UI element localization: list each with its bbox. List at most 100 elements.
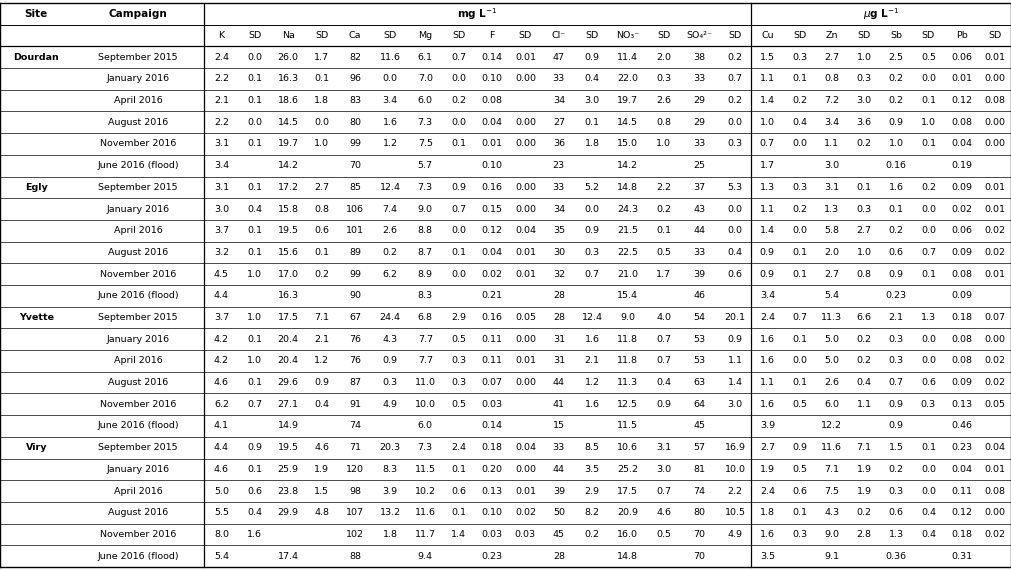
Text: 57: 57 <box>694 443 706 452</box>
Text: 2.1: 2.1 <box>584 356 600 365</box>
Text: 0.0: 0.0 <box>921 356 936 365</box>
Text: 96: 96 <box>349 75 361 83</box>
Text: 29.9: 29.9 <box>278 508 298 517</box>
Text: 0.01: 0.01 <box>985 205 1006 214</box>
Text: 0.1: 0.1 <box>792 508 807 517</box>
Text: 1.2: 1.2 <box>382 140 397 149</box>
Text: 0.10: 0.10 <box>481 161 502 170</box>
Text: 0.3: 0.3 <box>921 400 936 409</box>
Text: 44: 44 <box>553 465 565 474</box>
Text: 5.0: 5.0 <box>824 335 839 344</box>
Text: 1.0: 1.0 <box>856 53 871 62</box>
Text: 25.2: 25.2 <box>618 465 638 474</box>
Text: 14.5: 14.5 <box>278 118 298 127</box>
Text: 0.18: 0.18 <box>951 313 973 322</box>
Text: 0.2: 0.2 <box>856 140 871 149</box>
Text: 4.6: 4.6 <box>656 508 671 517</box>
Text: 0.4: 0.4 <box>248 205 262 214</box>
Text: 0.9: 0.9 <box>451 183 466 192</box>
Text: 7.2: 7.2 <box>824 96 839 105</box>
Text: 11.3: 11.3 <box>618 378 639 387</box>
Text: 2.0: 2.0 <box>656 53 671 62</box>
Text: 0.7: 0.7 <box>248 400 262 409</box>
Text: 39: 39 <box>694 270 706 279</box>
Text: 0.07: 0.07 <box>985 313 1006 322</box>
Text: 1.1: 1.1 <box>728 356 743 365</box>
Text: 31: 31 <box>553 356 565 365</box>
Text: 70: 70 <box>349 161 361 170</box>
Text: 0.4: 0.4 <box>728 248 743 257</box>
Text: 80: 80 <box>694 508 706 517</box>
Text: September 2015: September 2015 <box>98 443 178 452</box>
Text: 0.1: 0.1 <box>248 183 262 192</box>
Text: 7.3: 7.3 <box>418 443 433 452</box>
Text: 6.0: 6.0 <box>418 421 433 430</box>
Text: 2.7: 2.7 <box>824 53 839 62</box>
Text: 11.0: 11.0 <box>415 378 436 387</box>
Text: 0.5: 0.5 <box>921 53 936 62</box>
Text: 0.1: 0.1 <box>792 248 807 257</box>
Text: 0.05: 0.05 <box>515 313 536 322</box>
Text: Yvette: Yvette <box>19 313 54 322</box>
Text: 1.0: 1.0 <box>314 140 329 149</box>
Text: 44: 44 <box>553 378 565 387</box>
Text: 0.06: 0.06 <box>951 53 973 62</box>
Text: 0.7: 0.7 <box>656 335 671 344</box>
Text: 0.11: 0.11 <box>481 335 502 344</box>
Text: 0.2: 0.2 <box>656 205 671 214</box>
Text: 16.9: 16.9 <box>725 443 746 452</box>
Text: 8.3: 8.3 <box>418 291 433 300</box>
Text: 0.9: 0.9 <box>584 226 600 235</box>
Text: 0.08: 0.08 <box>985 96 1006 105</box>
Text: 14.9: 14.9 <box>278 421 298 430</box>
Text: 2.4: 2.4 <box>214 53 228 62</box>
Text: 0.02: 0.02 <box>985 530 1006 539</box>
Text: SD: SD <box>922 31 935 40</box>
Text: 6.2: 6.2 <box>214 400 228 409</box>
Text: 20.3: 20.3 <box>379 443 400 452</box>
Text: 9.0: 9.0 <box>418 205 433 214</box>
Text: 1.1: 1.1 <box>760 378 774 387</box>
Text: 4.9: 4.9 <box>382 400 397 409</box>
Text: 0.46: 0.46 <box>951 421 973 430</box>
Text: 0.15: 0.15 <box>481 205 502 214</box>
Text: 1.0: 1.0 <box>248 356 262 365</box>
Text: 1.7: 1.7 <box>314 53 329 62</box>
Text: 6.2: 6.2 <box>382 270 397 279</box>
Text: 35: 35 <box>553 226 565 235</box>
Text: 0.0: 0.0 <box>921 487 936 495</box>
Text: 99: 99 <box>349 270 361 279</box>
Text: 0.7: 0.7 <box>451 205 466 214</box>
Text: Mg: Mg <box>419 31 433 40</box>
Text: 24.4: 24.4 <box>379 313 400 322</box>
Text: 0.2: 0.2 <box>728 53 743 62</box>
Text: 0.5: 0.5 <box>792 400 807 409</box>
Text: 16.3: 16.3 <box>278 75 298 83</box>
Text: 34: 34 <box>553 96 565 105</box>
Text: 0.04: 0.04 <box>951 140 973 149</box>
Text: 0.18: 0.18 <box>481 443 502 452</box>
Text: 0.2: 0.2 <box>856 356 871 365</box>
Text: 0.1: 0.1 <box>248 226 262 235</box>
Text: 80: 80 <box>349 118 361 127</box>
Text: SD: SD <box>383 31 396 40</box>
Text: 0.4: 0.4 <box>792 118 807 127</box>
Text: 1.6: 1.6 <box>248 530 262 539</box>
Text: 0.01: 0.01 <box>515 356 536 365</box>
Text: 0.1: 0.1 <box>792 75 807 83</box>
Text: 11.6: 11.6 <box>379 53 400 62</box>
Text: 0.1: 0.1 <box>451 508 466 517</box>
Text: 83: 83 <box>349 96 361 105</box>
Text: 2.5: 2.5 <box>889 53 904 62</box>
Text: 0.1: 0.1 <box>248 335 262 344</box>
Text: 0.00: 0.00 <box>515 378 536 387</box>
Text: 0.0: 0.0 <box>451 226 466 235</box>
Text: 0.10: 0.10 <box>481 508 502 517</box>
Text: 0.1: 0.1 <box>248 248 262 257</box>
Text: 0.10: 0.10 <box>481 75 502 83</box>
Text: 0.00: 0.00 <box>985 75 1006 83</box>
Text: 2.0: 2.0 <box>824 248 839 257</box>
Text: 0.2: 0.2 <box>728 96 743 105</box>
Text: 0.6: 0.6 <box>314 226 329 235</box>
Text: 0.8: 0.8 <box>656 118 671 127</box>
